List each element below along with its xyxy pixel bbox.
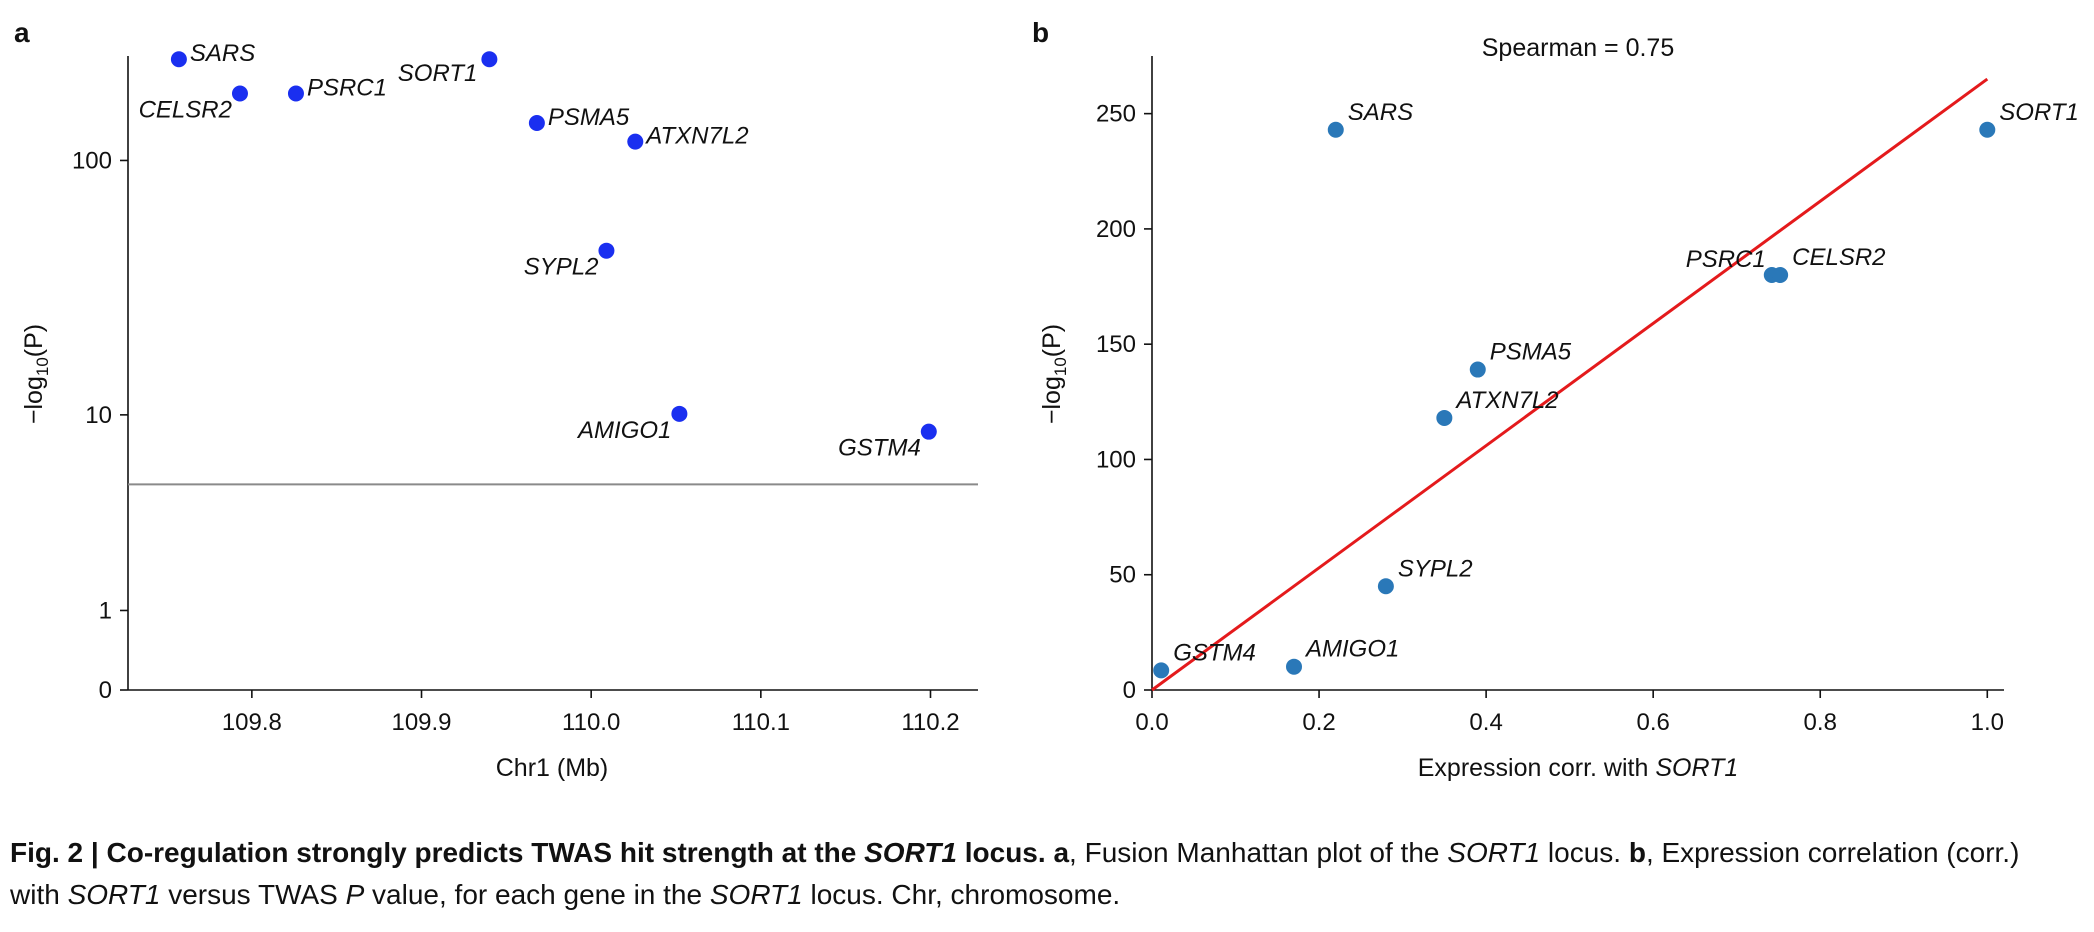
panel-a-x-tick-label: 110.0 [562, 709, 620, 736]
panel-b-gene-label-psma5: PSMA5 [1490, 339, 1572, 366]
caption-b-gene: SORT1 [67, 879, 161, 910]
panel-a-x-tick-label: 110.1 [732, 709, 790, 736]
panel-a-point-amigo1 [671, 405, 688, 422]
panel-a-y-axis-label: −log10(P) [20, 324, 52, 424]
caption-fig-label: Fig. 2 | [10, 837, 107, 868]
caption-b-label: b [1628, 837, 1646, 868]
panel-a-point-celsr2 [231, 85, 248, 102]
panel-a-gene-label-gstm4: GSTM4 [838, 435, 921, 462]
panel-a-gene-label-sars: SARS [190, 40, 255, 67]
caption-a-gene: SORT1 [1447, 837, 1541, 868]
caption-b-text4: locus. Chr, chromosome. [802, 879, 1121, 910]
panel-b-gene-label-amigo1: AMIGO1 [1304, 636, 1399, 663]
panel-b-x-tick-label: 0.6 [1636, 709, 1669, 736]
panel-a-x-tick-label: 109.8 [222, 709, 282, 736]
panel-a-letter: a [14, 17, 30, 48]
panel-b-y-tick-label: 150 [1096, 331, 1136, 358]
panel-b-y-axis-label: −log10(P) [1038, 324, 1070, 424]
panel-b-x-tick-label: 0.0 [1135, 709, 1168, 736]
figure-caption: Fig. 2 | Co-regulation strongly predicts… [10, 832, 2070, 916]
caption-b-p: P [345, 879, 365, 910]
panel-a-point-psma5 [528, 114, 545, 131]
panel-b-point-celsr2 [1772, 267, 1789, 284]
panel-b-y-tick-label: 200 [1096, 216, 1136, 243]
panel-a-y-tick-label: 100 [72, 147, 112, 174]
panel-b-gene-label-sars: SARS [1348, 99, 1413, 126]
panel-b-correlation-plot: b Spearman = 0.75 0.0 0.2 0.4 0.6 0.8 1.0 0 50… [1032, 17, 2079, 782]
panel-a-gene-label-psma5: PSMA5 [548, 104, 630, 131]
caption-title-part1: Co-regulation strongly predicts TWAS hit… [106, 837, 865, 868]
panel-b-x-tick-label: 0.8 [1804, 709, 1837, 736]
panel-b-letter: b [1032, 17, 1049, 48]
panel-b-y-tick-label: 250 [1096, 101, 1136, 128]
caption-title-gene: SORT1 [864, 837, 957, 868]
panel-b-gene-label-psrc1: PSRC1 [1686, 246, 1766, 273]
panel-a-y-tick-label: 0 [99, 677, 112, 704]
panel-b-gene-label-sypl2: SYPL2 [1398, 555, 1473, 582]
panel-b-x-tick-label: 1.0 [1971, 709, 2004, 736]
panel-b-gene-label-atxn7l2: ATXN7L2 [1454, 387, 1558, 414]
panel-a-y-tick-label: 10 [85, 402, 112, 429]
panel-a-point-sypl2 [598, 242, 615, 259]
panel-b-y-tick-label: 100 [1096, 446, 1136, 473]
panel-b-y-tick-label: 50 [1109, 562, 1136, 589]
caption-b-text2: versus TWAS [160, 879, 346, 910]
panel-b-gene-label-gstm4: GSTM4 [1173, 639, 1256, 666]
panel-b-point-sypl2 [1377, 578, 1394, 595]
panel-b-x-tick-label: 0.4 [1469, 709, 1502, 736]
panel-a-point-atxn7l2 [627, 133, 644, 150]
caption-b-text3: value, for each gene in the [364, 879, 710, 910]
panel-b-point-amigo1 [1286, 658, 1302, 675]
panel-a-point-sars [170, 51, 187, 68]
panel-a-point-psrc1 [287, 85, 304, 102]
panel-a-y-tick-label: 1 [99, 597, 112, 624]
spearman-annotation: Spearman = 0.75 [1482, 34, 1675, 62]
panel-a-gene-label-atxn7l2: ATXN7L2 [644, 123, 748, 150]
panel-b-gene-label-celsr2: CELSR2 [1792, 244, 1885, 271]
panel-b-point-atxn7l2 [1436, 409, 1453, 426]
panel-a-manhattan-plot: a 109.8 109.9 110.0 110.1 110.2 0 1 10 100 SARS… [14, 17, 978, 782]
panel-b-x-tick-label: 0.2 [1302, 709, 1335, 736]
panel-a-gene-label-sypl2: SYPL2 [524, 254, 599, 281]
caption-a-label: a [1053, 837, 1070, 868]
caption-a-text1: , Fusion Manhattan plot of the [1069, 837, 1448, 868]
panel-b-point-sars [1327, 121, 1344, 138]
regression-fit-line [1151, 77, 1989, 692]
panel-a-gene-label-psrc1: PSRC1 [307, 75, 387, 102]
panel-b-point-sort1 [1979, 121, 1996, 138]
panel-a-x-tick-label: 109.9 [391, 709, 451, 736]
panel-b-gene-label-sort1: SORT1 [1999, 99, 2079, 126]
caption-b-text1: , Expression correlation (corr.) with [10, 837, 2020, 910]
panel-b-point-psma5 [1469, 361, 1486, 378]
panel-a-gene-label-sort1: SORT1 [398, 60, 478, 87]
panel-b-x-axis-label: Expression corr. with SORT1 [1418, 754, 1739, 782]
panel-b-point-gstm4 [1153, 662, 1170, 679]
panel-a-point-sort1 [481, 51, 498, 68]
caption-title-part2: locus. [956, 837, 1046, 868]
panel-a-point-gstm4 [920, 423, 937, 440]
caption-b-gene2: SORT1 [709, 879, 803, 910]
panel-a-x-tick-label: 110.2 [901, 709, 959, 736]
panel-a-gene-label-celsr2: CELSR2 [139, 97, 232, 124]
panel-a-gene-label-amigo1: AMIGO1 [576, 417, 671, 444]
panel-b-y-tick-label: 0 [1123, 677, 1136, 704]
figure: a 109.8 109.9 110.0 110.1 110.2 0 1 10 100 SARS… [14, 17, 2079, 782]
panel-a-x-axis-label: Chr1 (Mb) [496, 754, 609, 782]
caption-a-text2: locus. [1540, 837, 1629, 868]
